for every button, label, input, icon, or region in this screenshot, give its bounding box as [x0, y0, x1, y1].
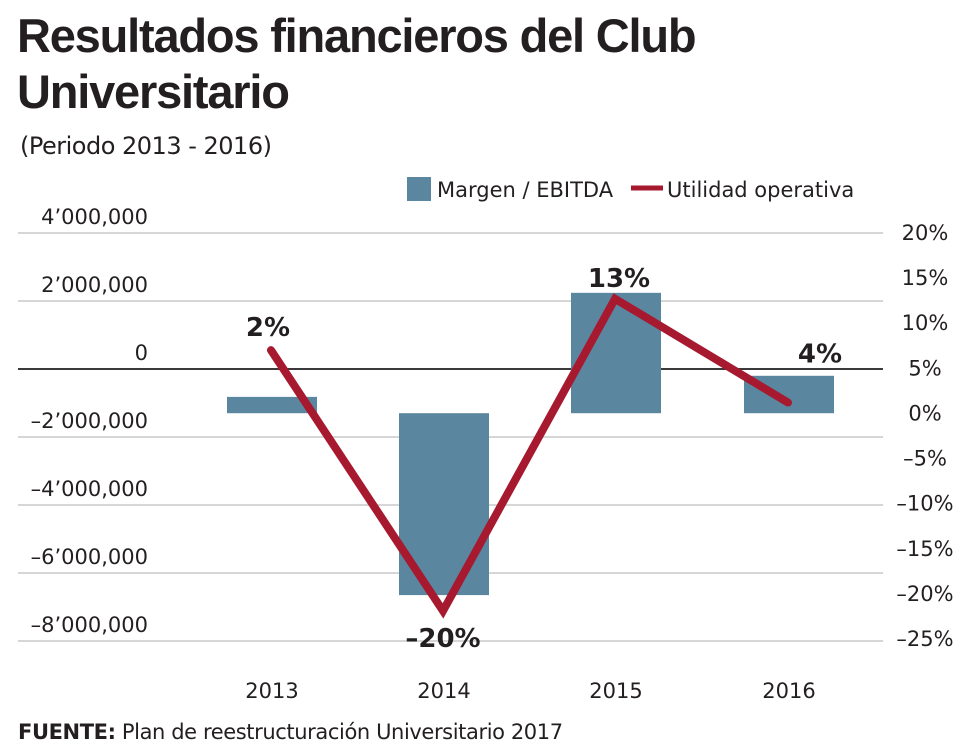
data-label-2014: –20% [405, 624, 480, 654]
chart-subtitle: (Periodo 2013 - 2016) [20, 132, 272, 160]
source-note: FUENTE: Plan de reestructuración Univers… [18, 720, 563, 744]
left-tick-label: –2’000,000 [31, 409, 148, 433]
right-tick-label: –10% [896, 492, 953, 516]
right-tick-label: 5% [908, 356, 941, 380]
source-text: Plan de reestructuración Universitario 2… [115, 720, 563, 744]
right-tick-label: –5% [903, 447, 947, 471]
left-tick-label: –6’000,000 [31, 545, 148, 569]
legend: Margen / EBITDA Utilidad operativa [407, 177, 854, 202]
data-label-2016: 4% [798, 340, 842, 370]
legend-label-utilidad: Utilidad operativa [667, 178, 854, 202]
right-tick-label: 15% [902, 266, 949, 290]
left-tick-label: –8’000,000 [31, 613, 148, 637]
right-tick-label: 0% [908, 401, 941, 425]
right-tick-label: –25% [896, 627, 953, 651]
chart-title: Resultados financieros del Club Universi… [17, 9, 697, 118]
x-tick-label: 2015 [589, 679, 642, 703]
right-tick-label: 10% [902, 311, 949, 335]
labels: 4’000,000 2’000,000 0 –2’000,000 –4’000,000 –… [31, 205, 954, 703]
right-tick-label: 20% [902, 221, 949, 245]
bar-2013 [227, 396, 317, 414]
legend-swatch-margen [407, 177, 431, 201]
legend-label-margen: Margen / EBITDA [437, 178, 614, 202]
source-label: FUENTE: [18, 720, 116, 744]
line-series [267, 293, 792, 619]
data-label-2013: 2% [246, 313, 290, 343]
line-utilidad-operativa [267, 293, 792, 619]
left-tick-label: –4’000,000 [31, 477, 148, 501]
left-tick-label: 2’000,000 [41, 273, 148, 297]
right-tick-label: –20% [896, 582, 953, 606]
x-tick-label: 2016 [762, 679, 815, 703]
left-tick-label: 0 [135, 341, 148, 365]
x-tick-label: 2014 [417, 679, 470, 703]
data-label-2015: 13% [588, 264, 650, 294]
left-tick-label: 4’000,000 [41, 205, 148, 229]
right-tick-label: –15% [896, 537, 953, 561]
x-tick-label: 2013 [245, 679, 298, 703]
